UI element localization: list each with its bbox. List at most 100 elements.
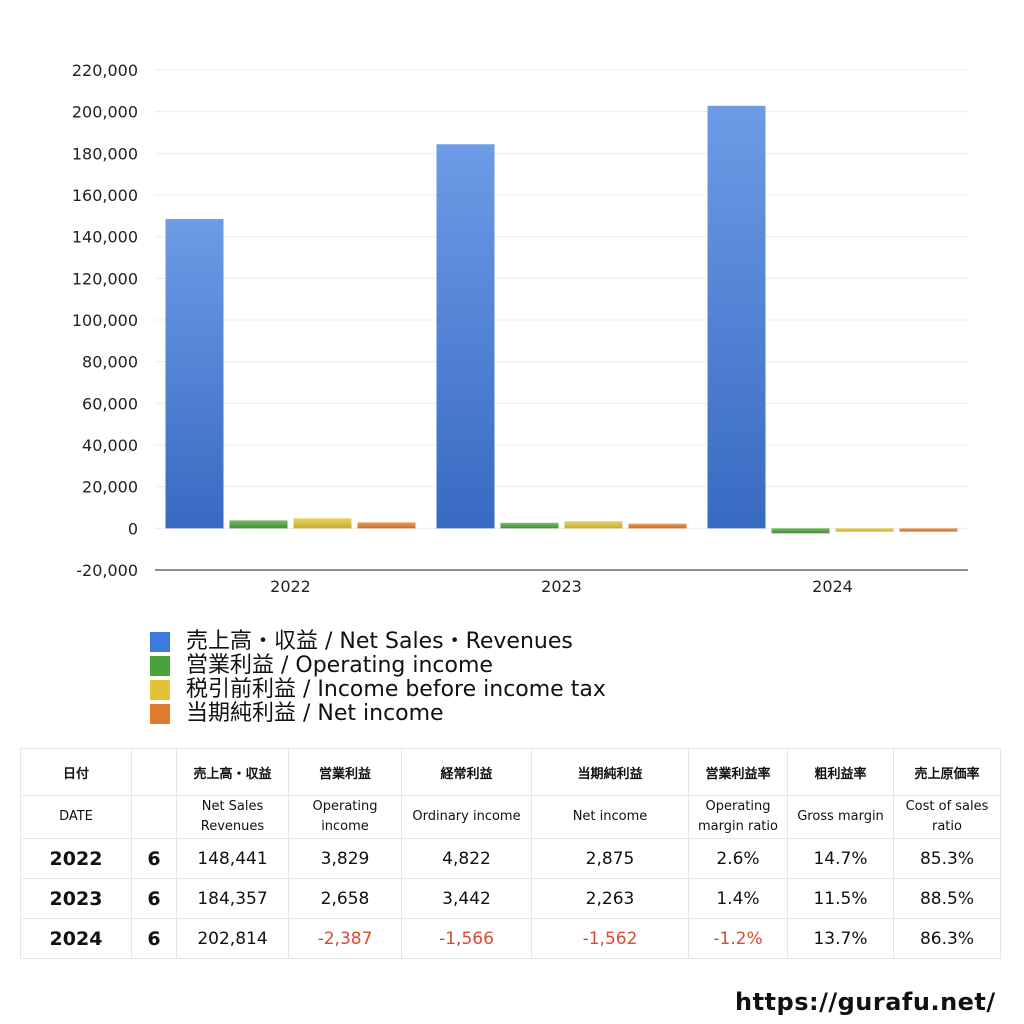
cell-operating-income: 3,829 (288, 838, 402, 879)
cell-net-income: 2,263 (531, 878, 689, 919)
header-cost-ratio-ja: 売上原価率 (893, 748, 1001, 796)
legend-swatch-net-sales (150, 632, 170, 652)
header-gross-margin-ja: 粗利益率 (787, 748, 894, 796)
legend-label-income-before-tax: 税引前利益 / Income before income tax (186, 677, 606, 702)
cell-net-sales: 184,357 (176, 878, 289, 919)
y-tick-label: -20,000 (76, 561, 138, 580)
legend-label-net-income: 当期純利益 / Net income (186, 701, 444, 726)
cell-year: 2024 (20, 918, 132, 959)
table-header-english: DATE Net Sales Revenues Operating income O… (20, 795, 1001, 839)
y-tick-label: 140,000 (72, 228, 138, 247)
header-operating-income-en-line1: Operating (312, 799, 378, 814)
y-tick-label: 120,000 (72, 269, 138, 288)
header-date-ja: 日付 (20, 748, 132, 796)
header-operating-income-en: Operating income (288, 795, 402, 839)
table-row: 2022 6 148,441 3,829 4,822 2,875 2.6% 14… (20, 838, 1001, 879)
legend-item-income-before-tax: 税引前利益 / Income before income tax (150, 678, 606, 702)
legend-item-net-income: 当期純利益 / Net income (150, 702, 606, 726)
bar (564, 521, 623, 529)
cell-operating-income: -2,387 (288, 918, 402, 959)
cell-operating-margin: -1.2% (688, 918, 788, 959)
header-cost-ratio-en-line2: ratio (932, 819, 962, 834)
cell-count: 6 (131, 918, 177, 959)
table-row: 2023 6 184,357 2,658 3,442 2,263 1.4% 11… (20, 878, 1001, 919)
y-tick-label: 160,000 (72, 186, 138, 205)
header-net-sales-en-line1: Net Sales (201, 799, 264, 814)
gridlines (155, 69, 968, 529)
legend-item-net-sales: 売上高・収益 / Net Sales・Revenues (150, 630, 606, 654)
site-url: https://gurafu.net/ (735, 988, 996, 1016)
header-count-en (131, 795, 177, 839)
bars (165, 105, 958, 534)
header-date-en: DATE (20, 795, 132, 839)
axes: 220,000 200,000 180,000 160,000 140,000 120,0… (72, 61, 968, 596)
header-net-sales-en: Net Sales Revenues (176, 795, 289, 839)
financial-summary-table: 日付 売上高・収益 営業利益 経常利益 当期純利益 営業利益率 粗利益率 売上原… (20, 748, 1001, 959)
x-tick-label: 2023 (541, 577, 582, 596)
header-net-sales-en-line2: Revenues (200, 819, 265, 834)
cell-count: 6 (131, 878, 177, 919)
legend-swatch-operating-income (150, 656, 170, 676)
chart-legend: 売上高・収益 / Net Sales・Revenues 営業利益 / Opera… (150, 630, 606, 726)
header-operating-margin-en: Operating margin ratio (688, 795, 788, 839)
header-count-ja (131, 748, 177, 796)
x-tick-label: 2024 (812, 577, 853, 596)
cell-gross-margin: 13.7% (787, 918, 894, 959)
cell-operating-margin: 1.4% (688, 878, 788, 919)
y-tick-label: 100,000 (72, 311, 138, 330)
y-tick-label: 60,000 (82, 394, 138, 413)
table-row: 2024 6 202,814 -2,387 -1,566 -1,562 -1.2… (20, 918, 1001, 959)
cell-cost-ratio: 86.3% (893, 918, 1001, 959)
y-tick-label: 40,000 (82, 436, 138, 455)
header-operating-margin-en-line2: margin ratio (698, 819, 778, 834)
y-tick-label: 80,000 (82, 353, 138, 372)
bar-chart: 220,000 200,000 180,000 160,000 140,000 120,0… (72, 61, 968, 596)
header-operating-margin-ja: 営業利益率 (688, 748, 788, 796)
header-operating-margin-en-line1: Operating (705, 799, 771, 814)
bar (165, 219, 224, 529)
legend-swatch-net-income (150, 704, 170, 724)
header-operating-income-en-line2: income (321, 819, 369, 834)
cell-net-sales: 148,441 (176, 838, 289, 879)
legend-swatch-income-before-tax (150, 680, 170, 700)
bar (357, 522, 416, 529)
bar (628, 523, 687, 529)
cell-year: 2022 (20, 838, 132, 879)
bar (835, 528, 894, 532)
header-operating-income-ja: 営業利益 (288, 748, 402, 796)
cell-ordinary-income: 4,822 (401, 838, 532, 879)
bar (436, 144, 495, 529)
bar (771, 528, 830, 534)
header-net-sales-ja: 売上高・収益 (176, 748, 289, 796)
header-net-income-ja: 当期純利益 (531, 748, 689, 796)
cell-operating-income: 2,658 (288, 878, 402, 919)
bar (500, 522, 559, 529)
cell-gross-margin: 11.5% (787, 878, 894, 919)
bar (229, 520, 288, 529)
header-gross-margin-en: Gross margin (787, 795, 894, 839)
x-tick-label: 2022 (270, 577, 311, 596)
cell-ordinary-income: -1,566 (401, 918, 532, 959)
header-cost-ratio-en-line1: Cost of sales (905, 799, 989, 814)
legend-label-operating-income: 営業利益 / Operating income (186, 653, 493, 678)
bar (899, 528, 958, 532)
legend-item-operating-income: 営業利益 / Operating income (150, 654, 606, 678)
bar (707, 105, 766, 529)
cell-net-income: -1,562 (531, 918, 689, 959)
bar (293, 518, 352, 529)
cell-net-sales: 202,814 (176, 918, 289, 959)
cell-count: 6 (131, 838, 177, 879)
header-net-income-en: Net income (531, 795, 689, 839)
y-tick-label: 220,000 (72, 61, 138, 80)
cell-cost-ratio: 85.3% (893, 838, 1001, 879)
cell-gross-margin: 14.7% (787, 838, 894, 879)
y-tick-label: 0 (128, 519, 138, 538)
legend-label-net-sales: 売上高・収益 / Net Sales・Revenues (186, 629, 573, 654)
header-ordinary-income-ja: 経常利益 (401, 748, 532, 796)
cell-ordinary-income: 3,442 (401, 878, 532, 919)
cell-operating-margin: 2.6% (688, 838, 788, 879)
y-tick-label: 180,000 (72, 144, 138, 163)
y-tick-label: 200,000 (72, 103, 138, 122)
cell-cost-ratio: 88.5% (893, 878, 1001, 919)
cell-net-income: 2,875 (531, 838, 689, 879)
